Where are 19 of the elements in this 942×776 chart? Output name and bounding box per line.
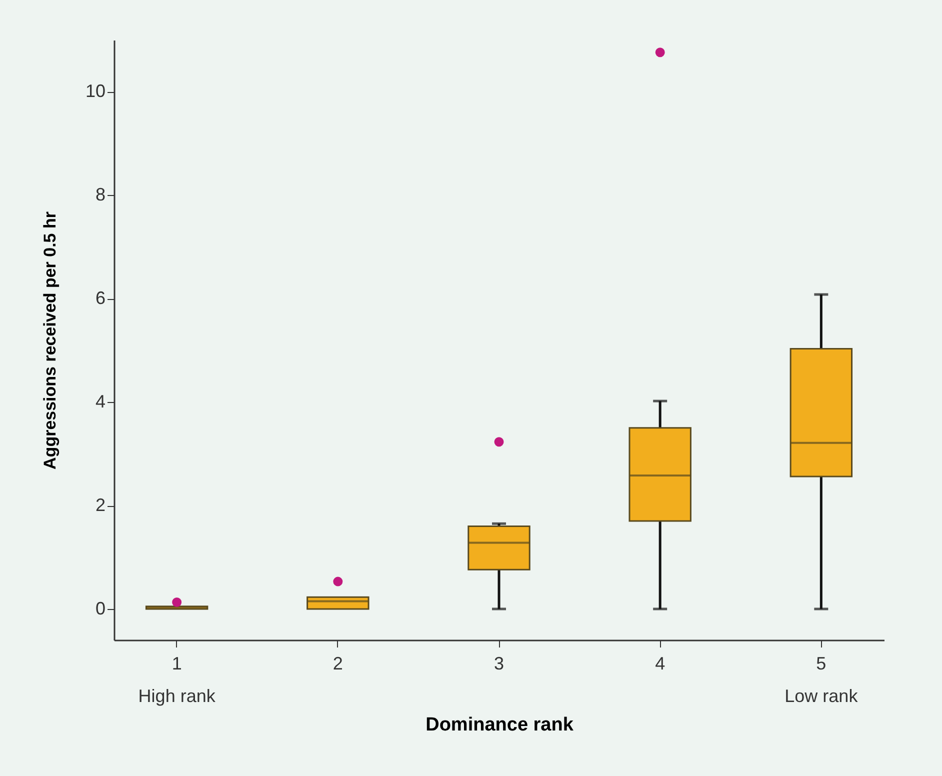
point: [333, 576, 343, 586]
text: Low rank: [784, 686, 859, 706]
y-tick-label: 10: [85, 81, 106, 102]
text: High rank: [138, 686, 216, 706]
x-tick-label: 1: [172, 654, 182, 674]
y-tick-label: 4: [95, 392, 106, 412]
y-tick-label: 2: [95, 495, 106, 516]
point: [494, 437, 504, 447]
y-tick-label: 0: [95, 598, 106, 618]
y-tick-label: 8: [95, 184, 106, 205]
x-axis-title: Dominance rank: [426, 714, 574, 736]
x-tick-label: 5: [816, 654, 826, 674]
y-axis-title: Aggressions received per 0.5 hr: [40, 211, 60, 470]
x-tick-label: 2: [332, 654, 343, 674]
point: [655, 48, 665, 58]
y-tick-label: 6: [95, 288, 106, 308]
point: [172, 598, 182, 607]
x-tick-label: 3: [494, 654, 504, 674]
x-tick-label: 4: [655, 654, 666, 674]
